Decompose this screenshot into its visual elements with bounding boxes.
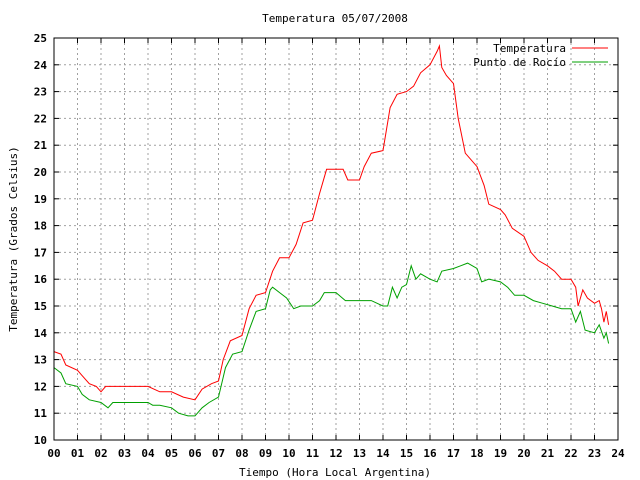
x-tick-label: 17 [447, 447, 460, 460]
y-tick-label: 25 [34, 32, 47, 45]
x-tick-label: 01 [71, 447, 85, 460]
y-tick-label: 19 [34, 193, 47, 206]
x-tick-label: 15 [400, 447, 413, 460]
y-tick-label: 11 [34, 407, 48, 420]
y-tick-label: 22 [34, 112, 47, 125]
axis-ticks: 00 01 02 03 04 05 06 07 08 09 10 11 12 13 14 15 16 17 18 19… [34, 32, 625, 460]
x-tick-label: 21 [541, 447, 555, 460]
x-tick-label: 07 [212, 447, 225, 460]
x-tick-label: 06 [188, 447, 202, 460]
x-tick-label: 02 [94, 447, 107, 460]
x-tick-label: 18 [470, 447, 483, 460]
x-tick-label: 19 [494, 447, 507, 460]
series-line-punto-de-rocio [53, 262, 610, 417]
y-tick-label: 15 [34, 300, 47, 313]
x-tick-label: 24 [611, 447, 625, 460]
legend: Temperatura Punto de Rocío [473, 42, 608, 69]
y-tick-label: 23 [34, 86, 47, 99]
x-tick-label: 16 [423, 447, 437, 460]
grid [54, 38, 618, 440]
y-tick-label: 24 [34, 59, 48, 72]
x-axis-label: Tiempo (Hora Local Argentina) [239, 466, 431, 479]
x-tick-label: 00 [47, 447, 60, 460]
y-tick-label: 20 [34, 166, 47, 179]
x-tick-label: 22 [564, 447, 577, 460]
legend-label-punto-de-rocio: Punto de Rocío [473, 56, 566, 69]
series-lines [53, 44, 610, 417]
x-tick-label: 23 [588, 447, 601, 460]
x-tick-label: 10 [282, 447, 295, 460]
y-tick-label: 13 [34, 354, 47, 367]
y-tick-label: 10 [34, 434, 47, 447]
legend-label-temperatura: Temperatura [493, 42, 566, 55]
x-tick-label: 13 [353, 447, 366, 460]
x-tick-label: 09 [259, 447, 272, 460]
x-tick-label: 04 [141, 447, 155, 460]
y-tick-label: 17 [34, 246, 47, 259]
y-axis-label: Temperatura (Grados Celsius) [7, 146, 20, 331]
y-tick-label: 16 [34, 273, 48, 286]
x-tick-label: 08 [235, 447, 248, 460]
x-tick-label: 14 [376, 447, 390, 460]
y-tick-label: 14 [34, 327, 48, 340]
series-line-temperatura [53, 44, 610, 401]
y-tick-label: 21 [34, 139, 48, 152]
chart-title: Temperatura 05/07/2008 [262, 12, 408, 25]
y-tick-label: 12 [34, 380, 47, 393]
y-tick-label: 18 [34, 220, 47, 233]
x-tick-label: 05 [165, 447, 178, 460]
x-tick-label: 12 [329, 447, 342, 460]
x-tick-label: 11 [306, 447, 320, 460]
x-tick-label: 20 [517, 447, 530, 460]
x-tick-label: 03 [118, 447, 131, 460]
